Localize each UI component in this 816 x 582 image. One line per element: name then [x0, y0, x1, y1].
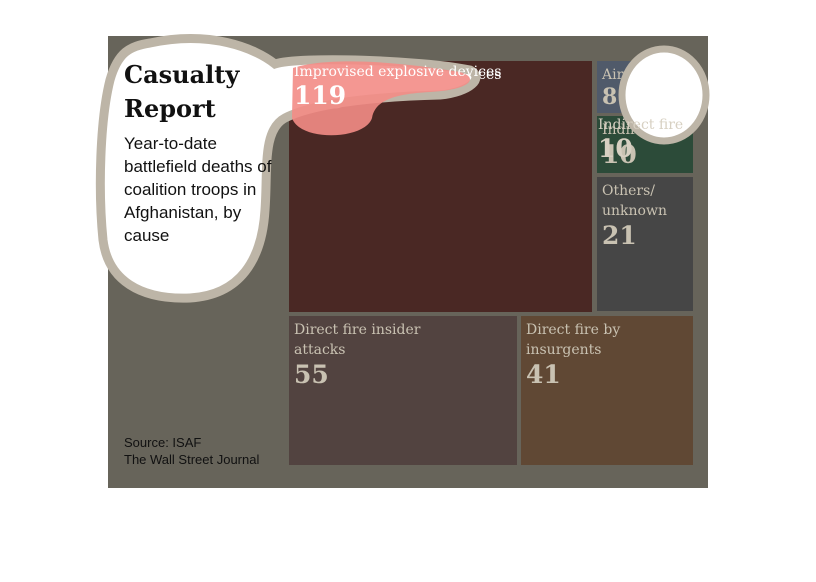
- overlay-value: 10: [598, 134, 633, 163]
- overlay-label: Indirect fire: [598, 117, 684, 133]
- overlay-tile-text: Improvised explosive devices 119: [294, 62, 501, 110]
- tile-value: 41: [526, 360, 561, 389]
- tile-label: Others/ unknown: [602, 183, 667, 219]
- source-line: Source: ISAF: [124, 435, 202, 450]
- tile-label: Air crash: [602, 67, 667, 83]
- overlay-tile-text: Indirect fire 10: [598, 115, 683, 163]
- chart-title: Casualty Report: [124, 60, 240, 123]
- tile-label: Direct fire by insurgents: [526, 322, 621, 358]
- tile-value: 10: [602, 140, 637, 169]
- tile-value: 21: [602, 221, 637, 250]
- overlay-label: Improvised explosive devices: [294, 64, 502, 80]
- publisher-line: The Wall Street Journal: [124, 452, 260, 467]
- chart-subtitle: Year-to-date battlefield deaths of coali…: [124, 134, 272, 245]
- source-credit: Source: ISAF The Wall Street Journal: [124, 434, 259, 468]
- tile-value: 55: [294, 360, 329, 389]
- tile-value: 8: [602, 84, 618, 110]
- overlay-value: 119: [294, 81, 347, 110]
- title-block: Casualty Report Year-to-date battlefield…: [124, 58, 274, 247]
- tile-direct-fire-by-insurgents: Direct fire by insurgents 41: [521, 316, 693, 465]
- tile-direct-fire-insider-attacks: Direct fire insider attacks 55: [289, 316, 517, 465]
- tile-air-crash: Air crash 8: [597, 61, 693, 113]
- tile-label: Direct fire insider attacks: [294, 322, 421, 358]
- tile-others-unknown: Others/ unknown 21: [597, 177, 693, 311]
